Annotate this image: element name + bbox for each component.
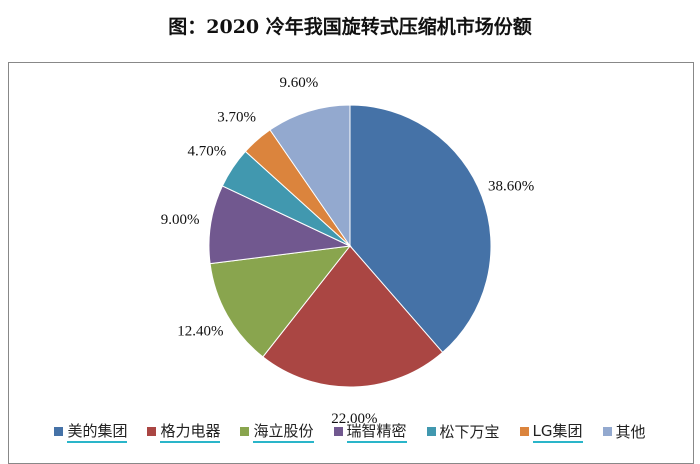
legend-label: 美的集团 xyxy=(67,420,128,443)
legend-swatch xyxy=(240,427,250,436)
legend-item: 美的集团 xyxy=(54,420,128,443)
legend-item: LG集团 xyxy=(519,420,583,443)
legend-swatch xyxy=(54,427,64,436)
pie-slice-0 xyxy=(349,104,492,354)
pie-slice-1 xyxy=(262,245,444,388)
legend-item: 海立股份 xyxy=(240,420,314,443)
legend-item: 其他 xyxy=(602,420,646,443)
pie-slice-2 xyxy=(209,245,352,358)
legend-label: LG集团 xyxy=(532,420,583,443)
data-label: 22.00% xyxy=(331,411,377,427)
data-label: 4.70% xyxy=(187,144,226,160)
legend-swatch xyxy=(333,427,343,436)
legend-label: 松下万宝 xyxy=(439,423,500,441)
legend-swatch xyxy=(426,427,436,436)
data-label: 3.70% xyxy=(217,110,256,126)
data-label: 38.60% xyxy=(488,179,534,195)
legend-item: 格力电器 xyxy=(147,420,221,443)
pie-chart: 38.60% 22.00% 12.40% 9.00% 4.70% 3.70% 9.60% xyxy=(161,75,534,427)
chart-title: 图：2020 冷年我国旋转式压缩机市场份额 xyxy=(168,16,532,38)
legend: 美的集团 格力电器 海立股份 瑞智精密 松下万宝 LG集团 其他 xyxy=(0,420,700,443)
legend-swatch xyxy=(602,427,612,436)
pie-slice-3 xyxy=(208,185,352,265)
pie-slice-6 xyxy=(269,104,351,248)
data-label: 9.00% xyxy=(161,212,200,228)
legend-swatch xyxy=(147,427,157,436)
legend-item: 瑞智精密 xyxy=(333,420,407,443)
data-label: 12.40% xyxy=(177,324,223,340)
data-label: 9.60% xyxy=(280,75,319,91)
legend-swatch xyxy=(519,427,529,436)
legend-label: 其他 xyxy=(615,423,646,441)
legend-label: 瑞智精密 xyxy=(346,420,407,443)
legend-item: 松下万宝 xyxy=(426,420,500,443)
legend-label: 海立股份 xyxy=(253,420,314,443)
legend-label: 格力电器 xyxy=(160,420,221,443)
